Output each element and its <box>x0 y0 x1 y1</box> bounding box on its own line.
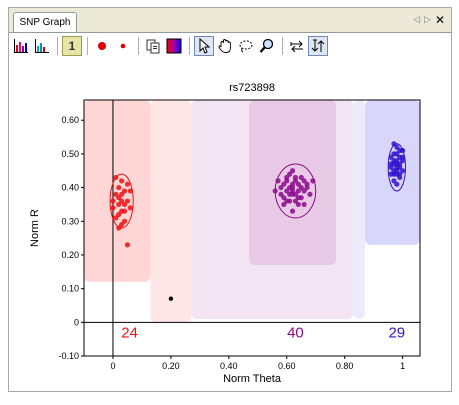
data-point <box>391 151 396 156</box>
data-point <box>391 161 396 166</box>
data-point <box>275 178 280 183</box>
data-point <box>125 182 130 187</box>
data-point <box>122 209 127 214</box>
data-point <box>290 182 295 187</box>
data-point <box>119 198 124 203</box>
data-point <box>116 225 121 230</box>
data-point <box>125 242 130 247</box>
data-point <box>388 172 393 177</box>
y-tick-label: 0.50 <box>61 149 79 159</box>
x-tick-label: 0.60 <box>278 361 296 371</box>
snp-graph-window: SNP Graph ◁ ▷ ✕ <box>8 7 452 392</box>
data-point <box>273 188 278 193</box>
x-tick-label: 0.20 <box>162 361 180 371</box>
y-tick-label: 0.10 <box>61 284 79 294</box>
data-point <box>284 175 289 180</box>
data-point <box>394 182 399 187</box>
data-point <box>113 175 118 180</box>
data-point <box>116 212 121 217</box>
data-point <box>290 188 295 193</box>
cluster-count-label: 29 <box>388 324 405 341</box>
data-point <box>391 141 396 146</box>
data-point <box>400 148 405 153</box>
y-tick-label: 0 <box>74 317 79 327</box>
close-icon[interactable]: ✕ <box>435 13 445 27</box>
chart-title: rs723898 <box>229 82 275 94</box>
x-tick-label: 0.80 <box>336 361 354 371</box>
tab-controls: ◁ ▷ ✕ <box>413 13 445 27</box>
x-tick-label: 0 <box>110 361 115 371</box>
cluster-region-bb-edge <box>353 100 365 319</box>
data-point <box>110 198 115 203</box>
data-point <box>119 192 124 197</box>
data-point <box>128 205 133 210</box>
data-point <box>304 185 309 190</box>
data-point <box>281 202 286 207</box>
cluster-count-label: 40 <box>287 324 304 341</box>
outlier-point <box>169 297 173 301</box>
tab-strip: SNP Graph ◁ ▷ ✕ <box>9 8 451 32</box>
y-tick-label: 0.20 <box>61 250 79 260</box>
cluster-region-aa-edge <box>151 100 192 322</box>
data-point <box>296 195 301 200</box>
y-axis-label: Norm R <box>29 209 41 247</box>
data-point <box>307 192 312 197</box>
x-tick-label: 0.40 <box>220 361 238 371</box>
scroll-left-icon[interactable]: ◁ <box>413 13 420 27</box>
data-point <box>119 178 124 183</box>
data-point <box>281 182 286 187</box>
data-point <box>302 202 307 207</box>
y-tick-label: 0.60 <box>61 115 79 125</box>
data-point <box>128 188 133 193</box>
y-tick-label: 0.30 <box>61 216 79 226</box>
cluster-region-aa <box>84 100 151 282</box>
cluster-count-label: 24 <box>121 324 138 341</box>
y-tick-label: 0.40 <box>61 183 79 193</box>
scroll-right-icon[interactable]: ▷ <box>424 13 431 27</box>
data-point <box>310 178 315 183</box>
snp-scatter-chart[interactable]: -0.10 0 0.10 0.20 0.30 0.40 0.50 0.60 0 0.20 0.40 0… <box>9 33 451 392</box>
data-point <box>110 205 115 210</box>
x-tick-label: 1 <box>400 361 405 371</box>
data-point <box>278 192 283 197</box>
data-point <box>290 168 295 173</box>
data-point <box>397 172 402 177</box>
x-axis-label: Norm Theta <box>223 373 282 385</box>
graph-panel: 1 <box>9 32 451 391</box>
data-point <box>116 185 121 190</box>
data-point <box>299 185 304 190</box>
data-point <box>302 178 307 183</box>
data-point <box>290 209 295 214</box>
y-tick-label: -0.10 <box>58 351 79 361</box>
tab-snp-graph[interactable]: SNP Graph <box>13 12 77 33</box>
